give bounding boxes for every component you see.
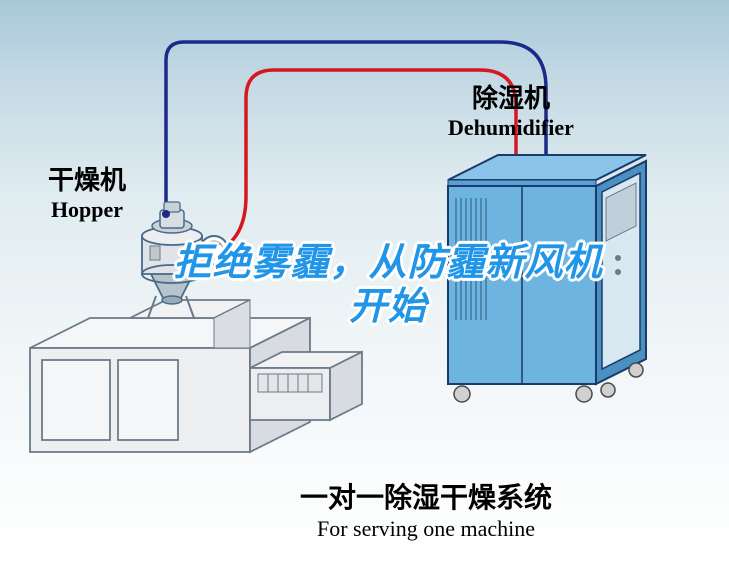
hopper-label-en: Hopper xyxy=(48,197,126,223)
dehumidifier-label: 除湿机 Dehumidifier xyxy=(448,78,574,141)
system-label-cn: 一对一除湿干燥系统 xyxy=(300,476,552,516)
hopper-label: 干燥机 Hopper xyxy=(48,160,126,223)
dehumidifier-label-en: Dehumidifier xyxy=(448,115,574,141)
dehumidifier-label-cn: 除湿机 xyxy=(448,78,574,115)
hopper-label-cn: 干燥机 xyxy=(48,160,126,197)
system-label: 一对一除湿干燥系统 For serving one machine xyxy=(300,476,552,542)
overlay-line1: 拒绝雾霾，从防霾新风机 xyxy=(118,242,658,286)
overlay-line2: 开始 xyxy=(118,286,658,330)
overlay-slogan: 拒绝雾霾，从防霾新风机 开始 xyxy=(118,242,658,329)
system-label-en: For serving one machine xyxy=(300,516,552,542)
